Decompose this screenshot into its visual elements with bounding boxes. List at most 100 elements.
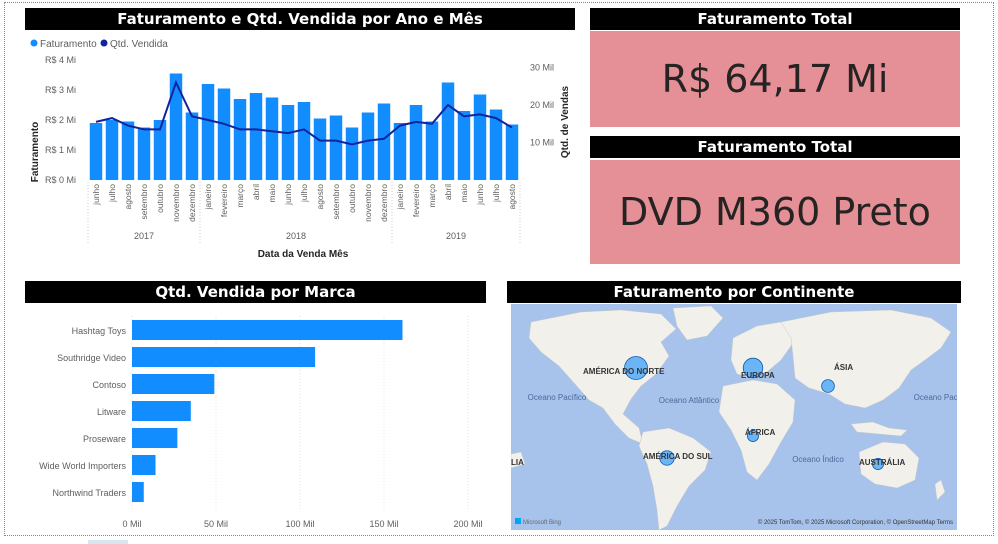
continent-bubble[interactable] <box>821 379 835 393</box>
x-tick-label: agosto <box>315 184 325 210</box>
faturamento-bar[interactable] <box>441 82 455 181</box>
brand-bar[interactable] <box>132 320 403 340</box>
x-tick-label: setembro <box>139 184 149 220</box>
faturamento-bar[interactable] <box>297 102 311 180</box>
faturamento-bar[interactable] <box>377 103 391 181</box>
x-axis-label: Data da Venda Mês <box>258 249 349 260</box>
year-label: 2017 <box>134 231 154 241</box>
label-asia: ÁSIA <box>834 363 853 372</box>
x-tick-label: março <box>427 184 437 208</box>
continent-bubble[interactable] <box>747 430 759 442</box>
brand-bar-chart[interactable]: Hashtag Toys Southridge Video Contoso Litwa… <box>20 306 490 534</box>
x-tick-label: fevereiro <box>411 184 421 217</box>
faturamento-bar[interactable] <box>313 118 327 181</box>
south-america-shape <box>638 427 712 530</box>
faturamento-bar[interactable] <box>265 97 279 181</box>
x-tick-label: setembro <box>331 184 341 220</box>
y-tick-left: R$ 2 Mi <box>45 115 76 125</box>
label-pacific-left: Oceano Pacífico <box>528 393 587 402</box>
combo-chart-title: Faturamento e Qtd. Vendida por Ano e Mês <box>25 8 575 30</box>
x-tick-label: junho <box>283 184 293 206</box>
continent-bubble[interactable] <box>872 458 884 470</box>
legend-marker-faturamento <box>30 39 38 47</box>
x-tick-label: maio <box>459 184 469 203</box>
label-south-america: AMÉRICA DO SUL <box>643 452 713 461</box>
y-tick-right: 10 Mil <box>530 138 554 148</box>
faturamento-bar[interactable] <box>137 127 151 181</box>
faturamento-bar[interactable] <box>425 121 439 181</box>
y-tick-left: R$ 0 Mi <box>45 175 76 185</box>
faturamento-bar[interactable] <box>89 123 103 180</box>
combo-legend[interactable]: Faturamento Qtd. Vendida <box>30 39 169 50</box>
kpi1-card: R$ 64,17 Mi <box>590 31 960 127</box>
x-tick-label: novembro <box>171 184 181 222</box>
faturamento-bar[interactable] <box>361 112 375 181</box>
australia-shape <box>858 441 920 489</box>
combo-chart[interactable]: Faturamento Qtd. Vendida Faturamento Qtd… <box>20 32 580 270</box>
label-australia: AUSTRÁLIA <box>859 458 905 467</box>
label-africa: ÁFRICA <box>745 428 775 437</box>
kpi2-card: DVD M360 Preto <box>590 160 960 264</box>
brand-bar[interactable] <box>132 347 316 367</box>
world-map[interactable]: AMÉRICA DO NORTE EUROPA ÁSIA ÁFRICA AMÉR… <box>511 304 957 530</box>
faturamento-bar[interactable] <box>153 120 167 180</box>
x-tick-label: 0 Mil <box>122 519 141 529</box>
brand-bar[interactable] <box>132 401 191 421</box>
faturamento-bar[interactable] <box>169 73 183 181</box>
kpi1-value: R$ 64,17 Mi <box>661 57 889 101</box>
continent-bubble[interactable] <box>742 357 764 379</box>
x-tick-label: abril <box>443 184 453 200</box>
page-tab[interactable] <box>88 540 128 544</box>
x-tick-label: outubro <box>155 184 165 213</box>
legend-label-qtd-vendida: Qtd. Vendida <box>110 39 168 50</box>
faturamento-bar[interactable] <box>217 88 231 181</box>
faturamento-bar[interactable] <box>185 112 199 181</box>
status-strip <box>0 538 998 544</box>
brand-label: Litware <box>97 407 126 417</box>
faturamento-bar[interactable] <box>505 124 519 181</box>
label-north-america: AMÉRICA DO NORTE <box>583 367 665 376</box>
x-tick-label: 100 Mil <box>285 519 314 529</box>
indonesia-shape <box>850 421 908 437</box>
qtd-vendida-line[interactable] <box>95 79 513 146</box>
brand-bar[interactable] <box>132 455 156 475</box>
faturamento-bar[interactable] <box>201 84 215 180</box>
greenland-shape <box>672 305 724 341</box>
faturamento-bar[interactable] <box>121 121 135 181</box>
faturamento-bar[interactable] <box>249 93 263 180</box>
faturamento-bar[interactable] <box>457 111 471 180</box>
x-tick-label: novembro <box>363 184 373 222</box>
faturamento-bar[interactable] <box>345 127 359 181</box>
continent-map[interactable]: AMÉRICA DO NORTE EUROPA ÁSIA ÁFRICA AMÉR… <box>511 304 957 530</box>
faturamento-bar[interactable] <box>409 105 423 180</box>
brand-bar[interactable] <box>132 482 144 502</box>
faturamento-bar[interactable] <box>105 120 119 180</box>
brand-bar[interactable] <box>132 374 215 394</box>
faturamento-bar[interactable] <box>489 109 503 181</box>
faturamento-bar[interactable] <box>281 105 295 180</box>
x-tick-label: agosto <box>123 184 133 210</box>
new-zealand-shape <box>934 479 946 501</box>
faturamento-bar[interactable] <box>393 123 407 180</box>
continent-bubble[interactable] <box>624 356 648 380</box>
alaska-edge-shape <box>511 451 526 469</box>
brand-bar[interactable] <box>132 428 178 448</box>
y-tick-right: 20 Mil <box>530 100 554 110</box>
x-tick-label: julho <box>299 184 309 203</box>
x-tick-label: dezembro <box>187 184 197 222</box>
faturamento-bar[interactable] <box>329 115 343 181</box>
x-tick-label: janeiro <box>203 184 213 211</box>
brand-label: Southridge Video <box>57 353 126 363</box>
report-canvas <box>4 2 994 536</box>
map-attribution[interactable]: © 2025 TomTom, © 2025 Microsoft Corporat… <box>758 519 953 526</box>
faturamento-bar[interactable] <box>233 99 247 180</box>
faturamento-bar[interactable] <box>473 94 487 181</box>
brand-label: Wide World Importers <box>39 461 126 471</box>
bar-chart-title: Qtd. Vendida por Marca <box>25 281 486 303</box>
brand-label: Proseware <box>83 434 126 444</box>
x-tick-label: julho <box>491 184 501 203</box>
brand-label: Hashtag Toys <box>72 326 127 336</box>
bing-logo: Microsoft Bing <box>523 520 561 526</box>
legend-label-faturamento: Faturamento <box>40 39 97 50</box>
continent-bubble[interactable] <box>659 450 675 466</box>
